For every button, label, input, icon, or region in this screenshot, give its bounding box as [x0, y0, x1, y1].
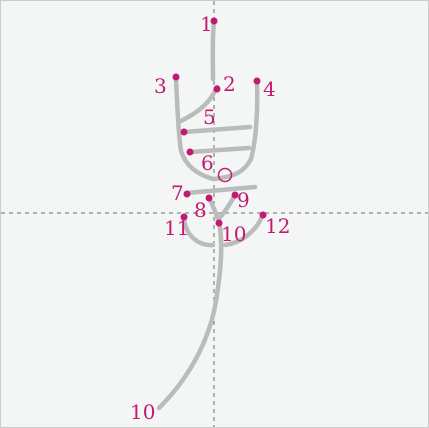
label-12: 12	[265, 214, 290, 238]
stroke-3	[173, 74, 216, 182]
label-7: 7	[171, 181, 184, 205]
start-dot-7	[183, 190, 191, 198]
stroke-circle	[217, 167, 233, 183]
label-4: 4	[263, 77, 276, 101]
stroke-10	[156, 219, 224, 411]
start-dot-11	[180, 213, 188, 221]
label-5: 5	[203, 105, 216, 129]
start-dot-4	[253, 77, 261, 85]
stroke-6	[187, 145, 252, 155]
start-dot-9	[231, 191, 239, 199]
stroke-9	[215, 192, 238, 223]
start-dot-12	[259, 211, 267, 219]
start-dot-8	[205, 194, 213, 202]
label-11: 11	[164, 216, 189, 240]
start-dot-1	[210, 17, 218, 25]
stroke-4	[210, 78, 260, 182]
label-10-start: 10	[221, 222, 246, 246]
stroke-1	[210, 18, 217, 82]
start-dot-2	[213, 85, 221, 93]
stroke-11	[181, 214, 216, 248]
label-1: 1	[200, 12, 213, 36]
label-9: 9	[237, 188, 250, 212]
start-dot-3	[172, 73, 180, 81]
label-10-end: 10	[130, 400, 155, 424]
label-8: 8	[194, 198, 207, 222]
stroke-12	[222, 211, 266, 248]
label-2: 2	[223, 72, 236, 96]
stroke-5	[181, 124, 253, 135]
label-3: 3	[154, 74, 167, 98]
start-dot-6	[186, 148, 194, 156]
start-dot-10	[215, 219, 223, 227]
stroke-7	[184, 184, 258, 196]
label-6: 6	[201, 151, 214, 175]
start-dot-5	[180, 128, 188, 136]
